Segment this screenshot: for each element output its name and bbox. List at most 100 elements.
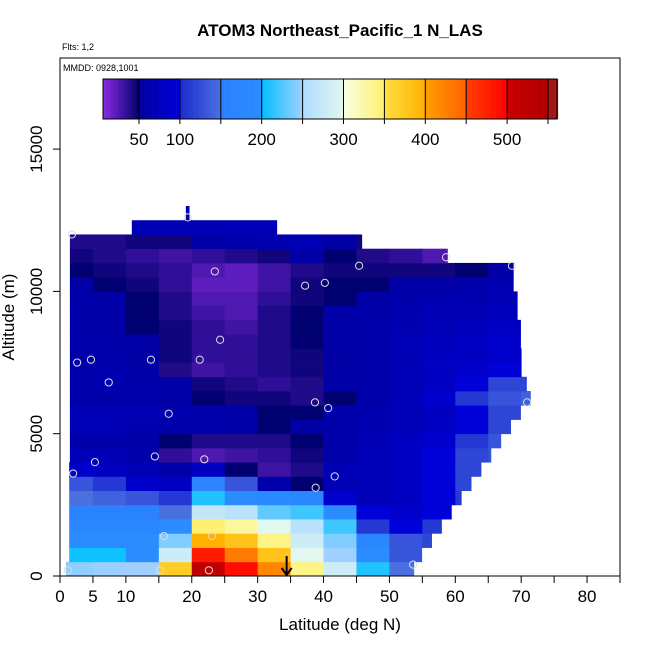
heatmap-cell — [323, 405, 357, 420]
colorbar-swatch — [521, 79, 524, 119]
colorbar-swatch — [178, 79, 181, 119]
colorbar-swatch — [505, 79, 508, 119]
heatmap-cell — [455, 362, 489, 378]
colorbar-swatch — [174, 79, 177, 119]
heatmap-cell — [158, 319, 193, 335]
colorbar-swatch — [361, 79, 364, 119]
colorbar-swatch — [554, 79, 557, 119]
heatmap-cell — [191, 376, 226, 392]
heatmap-cell — [158, 262, 193, 278]
heatmap-cell — [422, 319, 456, 335]
colorbar-swatch — [132, 79, 135, 119]
colorbar-swatch — [518, 79, 521, 119]
colorbar-swatch — [287, 79, 290, 119]
heatmap-cell — [191, 405, 226, 420]
colorbar-swatch — [256, 79, 259, 119]
heatmap-cell — [323, 519, 357, 534]
colorbar-swatch — [397, 79, 400, 119]
colorbar-swatch — [317, 79, 320, 119]
colorbar-swatch — [134, 79, 137, 119]
colorbar-swatch — [109, 79, 112, 119]
heatmap-cell — [323, 248, 357, 264]
heatmap-cell — [389, 447, 423, 463]
heatmap-cell — [131, 220, 160, 235]
colorbar-swatch — [510, 79, 513, 119]
colorbar-swatch — [415, 79, 418, 119]
heatmap-cell — [356, 319, 390, 335]
heatmap-cell — [323, 277, 357, 292]
colorbar-swatch — [494, 79, 496, 119]
colorbar-swatch — [430, 79, 433, 119]
colorbar-swatch — [235, 79, 238, 119]
colorbar-swatch — [366, 79, 369, 119]
heatmap-cell — [290, 262, 324, 278]
colorbar-swatch — [314, 79, 316, 119]
heatmap-cell — [158, 419, 193, 435]
colorbar-swatch — [548, 79, 550, 119]
colorbar-swatch — [543, 79, 546, 119]
colorbar-swatch — [405, 79, 408, 119]
colorbar-swatch — [433, 79, 436, 119]
colorbar-swatch — [189, 79, 192, 119]
colorbar-swatch — [358, 79, 361, 119]
colorbar-swatch — [204, 79, 207, 119]
colorbar-swatch — [500, 79, 503, 119]
heatmap-cell — [422, 277, 456, 292]
heatmap-cell — [323, 533, 357, 548]
colorbar-swatch — [224, 79, 227, 119]
heatmap-cell — [224, 334, 259, 349]
heatmap-cell — [257, 348, 291, 363]
sample-point — [90, 458, 100, 467]
heatmap-cell — [422, 376, 456, 392]
heatmap-cell — [422, 519, 442, 534]
heatmap-cell — [125, 248, 160, 264]
colorbar-swatch — [168, 79, 171, 119]
colorbar-swatch — [508, 79, 511, 119]
heatmap-cell — [521, 376, 527, 392]
sample-point — [300, 281, 310, 290]
sample-point — [208, 532, 217, 541]
heatmap-cell — [92, 277, 127, 292]
heatmap-cell — [323, 234, 357, 250]
heatmap-cell — [356, 362, 390, 378]
colorbar-swatch — [125, 79, 128, 119]
heatmap-cell — [257, 262, 291, 278]
colorbar-swatch — [191, 79, 194, 119]
colorbar-swatch — [116, 79, 119, 119]
colorbar-swatch — [359, 79, 362, 119]
heatmap-cell — [69, 248, 94, 264]
sample-point — [355, 261, 364, 270]
heatmap-cell — [356, 533, 390, 548]
heatmap-cell — [422, 419, 456, 435]
colorbar-swatch — [546, 79, 549, 119]
colorbar-swatch — [210, 79, 213, 119]
heatmap-cell — [69, 447, 94, 463]
heatmap-cell — [323, 319, 357, 335]
heatmap-cell — [125, 262, 160, 278]
heatmap-cell — [323, 305, 357, 321]
heatmap-cell — [356, 348, 390, 363]
heatmap-cell — [389, 262, 423, 278]
colorbar-swatch — [354, 79, 357, 119]
heatmap-cell — [158, 348, 193, 363]
sample-point — [146, 355, 156, 364]
heatmap-cell — [191, 533, 226, 548]
heatmap-cell — [92, 547, 127, 563]
heatmap-cell — [125, 490, 160, 506]
heatmap-cell — [356, 334, 390, 349]
x-tick-label: 5 — [88, 587, 97, 606]
colorbar-swatch — [472, 79, 475, 119]
colorbar-swatch — [273, 79, 276, 119]
heatmap-cell — [389, 362, 423, 378]
colorbar-swatch — [304, 79, 307, 119]
sample-point — [183, 213, 192, 222]
heatmap-cell — [92, 334, 127, 349]
colorbar-swatch — [261, 79, 264, 119]
colorbar-swatch — [153, 79, 156, 119]
colorbar-swatch — [343, 79, 346, 119]
heatmap-cell — [158, 305, 193, 321]
colorbar-swatch — [137, 79, 140, 119]
colorbar-tick-label: 400 — [411, 130, 439, 149]
heatmap-cell — [257, 277, 291, 292]
colorbar-swatch — [376, 79, 379, 119]
